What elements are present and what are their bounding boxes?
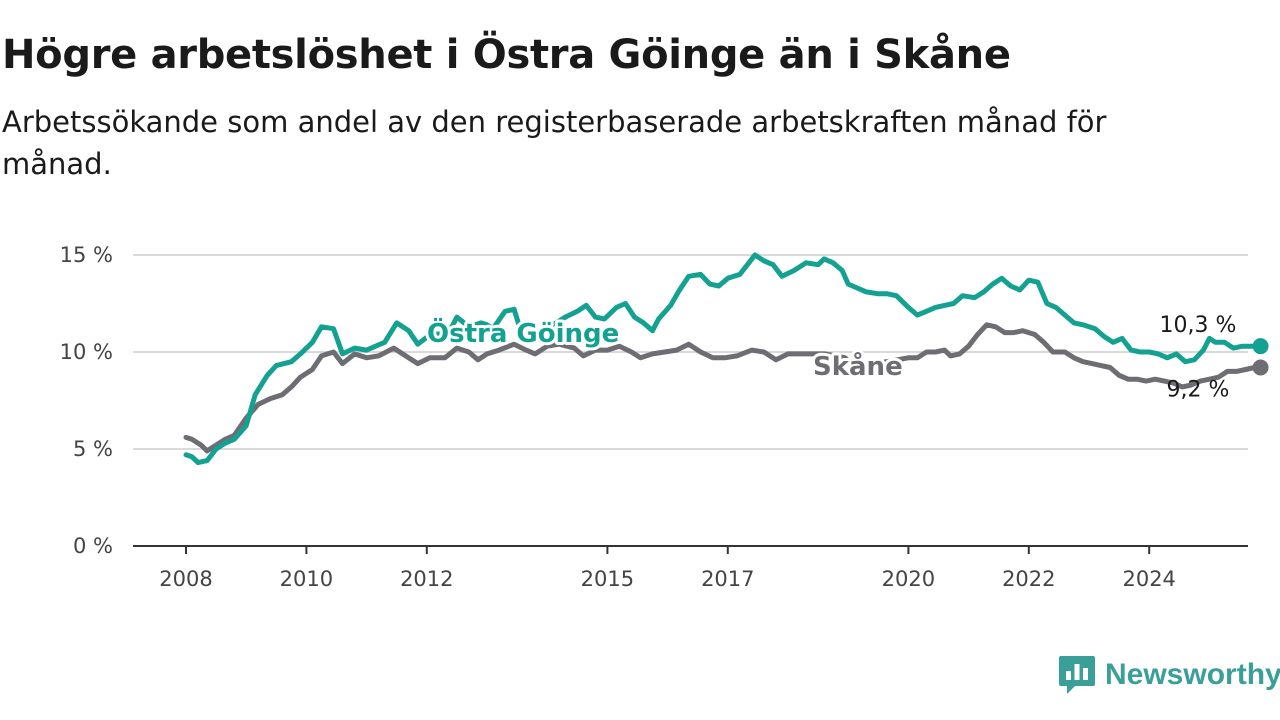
series-labels: 10,3 % 9,2 % Östra Göinge Skåne	[424, 313, 1269, 403]
y-tick-label: 5 %	[73, 437, 113, 461]
series-line-skane	[183, 322, 1264, 454]
x-tick-label: 2010	[280, 567, 333, 591]
x-tick-label: 2020	[882, 567, 935, 591]
end-label-skane: 9,2 %	[1167, 378, 1230, 403]
x-tick-label: 2008	[159, 567, 212, 591]
end-point-ostra-goinge	[1252, 338, 1269, 355]
x-tick-label: 2015	[581, 567, 634, 591]
y-tick-label: 0 %	[73, 534, 113, 558]
bar-chart-speech-bubble-icon	[1059, 656, 1095, 694]
newsworthy-brand: Newsworthy	[1058, 654, 1280, 696]
y-tick-label: 10 %	[60, 340, 113, 364]
x-tick-label: 2022	[1002, 567, 1055, 591]
axes: 0 % 5 % 10 % 15 % 2008 2010 2012 2015 2017 2020 20…	[60, 243, 1248, 591]
series-label-skane: Skåne	[813, 350, 903, 382]
line-chart: 0 % 5 % 10 % 15 % 2008 2010 2012 2015 2017 2020 20…	[60, 243, 1269, 591]
end-label-ostra-goinge: 10,3 %	[1160, 313, 1237, 338]
series-label-ostra-goinge: Östra Göinge	[427, 316, 619, 349]
series-lines	[183, 252, 1264, 466]
x-tick-label: 2012	[400, 567, 453, 591]
x-tick-label: 2017	[701, 567, 754, 591]
chart-title: Högre arbetslöshet i Östra Göinge än i S…	[2, 32, 1011, 78]
brand-name: Newsworthy	[1105, 658, 1280, 691]
x-tick-label: 2024	[1122, 567, 1175, 591]
y-tick-label: 15 %	[60, 243, 113, 267]
series-line-ostra-goinge	[183, 252, 1264, 466]
chart-subtitle: Arbetssökande som andel av den registerb…	[2, 105, 1107, 181]
end-point-skane	[1252, 359, 1269, 376]
